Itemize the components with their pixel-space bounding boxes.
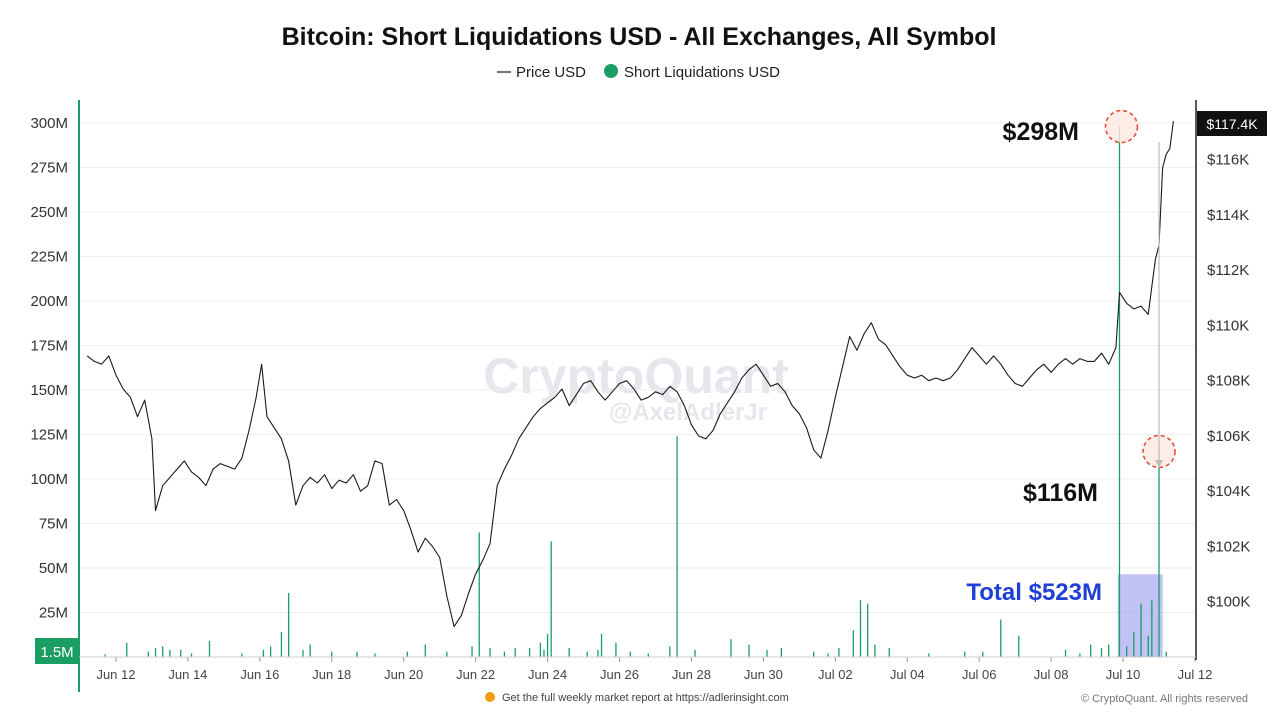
price-line bbox=[86, 121, 1174, 628]
x-tick-label: Jun 22 bbox=[456, 667, 495, 682]
chart-title: Bitcoin: Short Liquidations USD - All Ex… bbox=[282, 23, 997, 51]
x-tick-label: Jun 14 bbox=[168, 667, 207, 682]
left-tick-label: 275M bbox=[30, 160, 68, 177]
right-tick-label: $112K bbox=[1207, 262, 1249, 279]
x-tick-label: Jun 28 bbox=[672, 667, 711, 682]
x-tick-label: Jul 08 bbox=[1034, 667, 1069, 682]
watermark: CryptoQuant @AxelAdlerJr bbox=[483, 348, 789, 426]
liquidation-bars bbox=[104, 126, 1167, 657]
left-tick-label: 75M bbox=[39, 516, 68, 533]
footer-promo: Get the full weekly market report at htt… bbox=[502, 692, 789, 704]
x-tick-label: Jun 18 bbox=[312, 667, 351, 682]
promo-icon bbox=[485, 692, 495, 702]
x-tick-label: Jun 26 bbox=[600, 667, 639, 682]
peak-annotation: $298M bbox=[1003, 118, 1079, 146]
legend-liquidation-label: Short Liquidations USD bbox=[624, 64, 780, 81]
total-annotation: Total $523M bbox=[966, 579, 1102, 606]
right-tick-label: $100K bbox=[1207, 594, 1250, 611]
left-value-badge: 1.5M bbox=[40, 644, 73, 661]
price-badge-bg bbox=[1197, 111, 1267, 136]
second-annotation: $116M bbox=[1023, 479, 1098, 507]
highlight-region bbox=[1117, 574, 1163, 657]
left-tick-label: 50M bbox=[39, 560, 68, 577]
right-tick-label: $102K bbox=[1207, 538, 1250, 555]
x-tick-label: Jul 12 bbox=[1178, 667, 1213, 682]
x-tick-label: Jun 30 bbox=[744, 667, 783, 682]
right-tick-label: $114K bbox=[1207, 207, 1249, 224]
peak-highlight-circle bbox=[1104, 109, 1139, 144]
x-tick-label: Jun 24 bbox=[528, 667, 567, 682]
left-tick-label: 25M bbox=[39, 605, 68, 622]
left-tick-label: 250M bbox=[30, 204, 68, 221]
price-series-line bbox=[86, 121, 1174, 628]
gridlines bbox=[80, 122, 1195, 613]
legend: Price USD Short Liquidations USD bbox=[497, 64, 780, 81]
x-tick-label: Jul 10 bbox=[1106, 667, 1141, 682]
left-tick-label: 300M bbox=[30, 115, 68, 132]
left-axis: 300M 275M 250M 225M 200M 175M 150M 125M 100M 75M 5… bbox=[30, 115, 68, 622]
left-tick-label: 175M bbox=[30, 338, 68, 355]
left-tick-label: 125M bbox=[30, 427, 68, 444]
arrow-head bbox=[1155, 460, 1164, 468]
x-tick-label: Jun 12 bbox=[96, 667, 135, 682]
x-tick-label: Jul 02 bbox=[818, 667, 853, 682]
x-axis: Jun 12 Jun 14 Jun 16 Jun 18 Jun 20 Jun 22 Jun … bbox=[96, 657, 1212, 682]
x-tick-label: Jul 06 bbox=[962, 667, 997, 682]
right-tick-label: $116K bbox=[1207, 152, 1249, 169]
price-badge: $117.4K bbox=[1206, 116, 1258, 132]
left-value-badge-bg bbox=[35, 638, 79, 664]
legend-liquidation-swatch bbox=[604, 64, 618, 78]
left-tick-label: 225M bbox=[30, 249, 68, 266]
legend-price-label: Price USD bbox=[516, 64, 586, 81]
left-tick-label: 200M bbox=[30, 293, 68, 310]
x-tick-label: Jun 20 bbox=[384, 667, 423, 682]
x-tick-label: Jul 04 bbox=[890, 667, 925, 682]
left-tick-label: 150M bbox=[30, 382, 68, 399]
right-tick-label: $106K bbox=[1207, 428, 1250, 445]
right-axis: $116K $114K $112K $110K $108K $106K $104K $102K… bbox=[1207, 152, 1250, 611]
x-tick-label: Jun 16 bbox=[240, 667, 279, 682]
left-tick-label: 100M bbox=[30, 471, 68, 488]
watermark-author: @AxelAdlerJr bbox=[609, 399, 767, 426]
right-tick-label: $108K bbox=[1207, 373, 1250, 390]
right-tick-label: $110K bbox=[1207, 317, 1249, 334]
annotations bbox=[1104, 109, 1176, 469]
footer-copyright: © CryptoQuant. All rights reserved bbox=[1081, 693, 1248, 705]
right-tick-label: $104K bbox=[1207, 483, 1250, 500]
total-highlight-box bbox=[1117, 574, 1163, 657]
watermark-brand: CryptoQuant bbox=[483, 348, 789, 404]
